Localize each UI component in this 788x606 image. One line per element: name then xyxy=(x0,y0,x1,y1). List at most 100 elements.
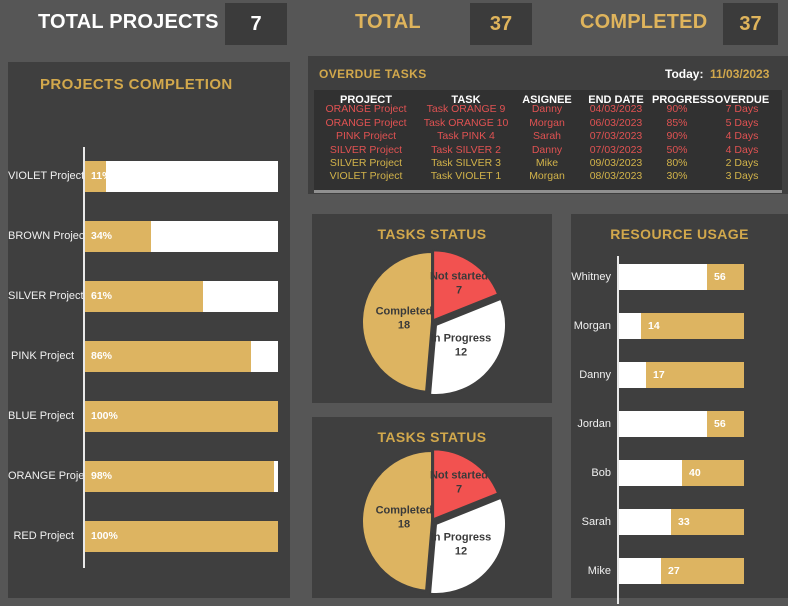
table-cell-end-date: 09/03/2023 xyxy=(589,156,643,169)
bar-track xyxy=(619,313,744,339)
bar-row-jordan: Jordan 56 xyxy=(571,411,788,437)
bar-label: SILVER Project xyxy=(8,290,84,302)
total-tasks-label: TOTAL xyxy=(355,11,421,33)
bar-label: Whitney xyxy=(571,270,611,283)
bar-label: PINK Project xyxy=(11,350,74,362)
bar-row-bob: Bob 40 xyxy=(571,460,788,486)
tasks-status-panel-2: TASKS STATUS Not started 7 In Progress 12 Co… xyxy=(312,417,552,598)
table-cell-end-date: 07/03/2023 xyxy=(589,143,643,156)
bar-fill xyxy=(619,558,661,584)
bar-row-blue-project: BLUE Project 100% xyxy=(8,401,290,432)
table-cell-end-date: 04/03/2023 xyxy=(589,103,643,116)
table-cell-task: Task VIOLET 1 xyxy=(430,170,502,183)
pie-slice-name: Completed xyxy=(375,305,433,318)
bar-row-silver-project: SILVER Project 61% xyxy=(8,281,290,312)
resource-usage-panel: RESOURCE USAGE Whitney 56 Morgan 14 Danny 17 J… xyxy=(571,214,788,604)
resource-chart-axis xyxy=(617,256,619,604)
table-cell-project: SILVER Project xyxy=(329,156,403,169)
pie-slice-completed xyxy=(361,449,433,592)
pie-slice-label-completed: Completed 18 xyxy=(359,305,449,334)
bar-value-label: 11% xyxy=(91,170,112,182)
table-cell-task: Task SILVER 3 xyxy=(431,156,501,169)
bar-row-violet-project: VIOLET Project 11% xyxy=(8,161,290,192)
resource-usage-title: RESOURCE USAGE xyxy=(610,226,749,242)
pie-slice-in-progress xyxy=(429,496,508,595)
overdue-tasks-panel: OVERDUE TASKS Today: 11/03/2023 PROJECT T… xyxy=(308,56,788,194)
bar-fill xyxy=(619,460,682,486)
pie-slice-value: 18 xyxy=(397,320,411,332)
bar-fill xyxy=(619,509,671,535)
pie-slice-label-not-started: Not started 7 xyxy=(414,469,504,498)
bar-value-label: 100% xyxy=(91,530,118,542)
bar-row-morgan: Morgan 14 xyxy=(571,313,788,339)
pie-slice-in-progress xyxy=(429,297,508,396)
bar-label: Sarah xyxy=(581,515,611,528)
projects-completion-panel: PROJECTS COMPLETION VIOLET Project 11% BRO… xyxy=(8,62,290,598)
overdue-tasks-title: OVERDUE TASKS xyxy=(319,67,427,81)
table-cell-project: ORANGE Project xyxy=(325,103,407,116)
total-projects-value: 7 xyxy=(225,3,287,45)
bar-value-label: 61% xyxy=(91,290,113,302)
tasks-status-title: TASKS STATUS xyxy=(377,429,487,445)
table-cell-end-date: 06/03/2023 xyxy=(589,116,643,129)
completed-tasks-label: COMPLETED xyxy=(580,11,708,33)
bar-value-label: 17 xyxy=(653,368,665,381)
bar-label: Mike xyxy=(587,564,611,577)
bar-label: RED Project xyxy=(13,530,74,542)
table-cell-asignee: Danny xyxy=(531,143,563,156)
column-header-progress: PROGRESS xyxy=(652,94,715,106)
table-cell-progress: 90% xyxy=(666,130,688,143)
bar-row-brown-project: BROWN Project 34% xyxy=(8,221,290,252)
bar-row-whitney: Whitney 56 xyxy=(571,264,788,290)
table-bottom-divider xyxy=(314,190,782,193)
bar-label: Bob xyxy=(591,466,611,479)
table-cell-progress: 30% xyxy=(666,170,688,183)
pie-slice-label-in-progress: In Progress 12 xyxy=(416,332,506,361)
table-cell-task: Task ORANGE 9 xyxy=(426,103,506,116)
bar-track xyxy=(619,558,744,584)
bar-label: ORANGE Project xyxy=(8,470,93,482)
pie-slice-value: 7 xyxy=(455,285,463,297)
bar-row-pink-project: PINK Project 86% xyxy=(8,341,290,372)
pie-slice-not-started xyxy=(432,448,500,521)
table-cell-overdue: 5 Days xyxy=(725,116,759,129)
bar-fill xyxy=(619,264,707,290)
bar-fill xyxy=(85,461,275,492)
table-cell-overdue: 7 Days xyxy=(725,103,759,116)
bar-track xyxy=(85,221,278,252)
bar-label: BROWN Project xyxy=(8,230,88,242)
completed-tasks-value: 37 xyxy=(723,3,778,45)
bar-label: BLUE Project xyxy=(8,410,75,422)
bar-value-label: 56 xyxy=(714,270,726,283)
total-projects-label: TOTAL PROJECTS xyxy=(38,11,219,33)
bar-value-label: 86% xyxy=(91,350,113,362)
bar-track xyxy=(619,460,744,486)
table-cell-asignee: Morgan xyxy=(529,170,565,183)
pie-slice-value: 12 xyxy=(454,546,468,558)
projects-chart-axis xyxy=(83,147,85,568)
table-cell-end-date: 08/03/2023 xyxy=(589,170,643,183)
bar-track xyxy=(619,362,744,388)
bar-fill xyxy=(619,362,646,388)
table-cell-progress: 50% xyxy=(666,143,688,156)
pie-slice-label-completed: Completed 18 xyxy=(359,504,449,533)
table-cell-asignee: Danny xyxy=(531,103,563,116)
tasks-status-pie-svg xyxy=(361,249,508,396)
bar-value-label: 14 xyxy=(648,319,660,332)
table-cell-asignee: Sarah xyxy=(532,130,562,143)
column-header-overdue: OVERDUE xyxy=(714,94,770,106)
bar-track xyxy=(85,521,278,552)
bar-label: VIOLET Project xyxy=(8,170,85,182)
table-cell-project: ORANGE Project xyxy=(325,116,407,129)
bar-fill xyxy=(85,221,151,252)
table-cell-asignee: Morgan xyxy=(529,116,565,129)
bar-track xyxy=(85,461,278,492)
bar-fill xyxy=(85,521,278,552)
bar-track xyxy=(619,509,744,535)
pie-slice-value: 7 xyxy=(455,484,463,496)
pie-slice-not-started xyxy=(432,249,500,322)
bar-fill xyxy=(85,281,203,312)
table-cell-project: VIOLET Project xyxy=(329,170,403,183)
column-header-end-date: END DATE xyxy=(588,94,644,106)
total-tasks-value: 37 xyxy=(470,3,532,45)
